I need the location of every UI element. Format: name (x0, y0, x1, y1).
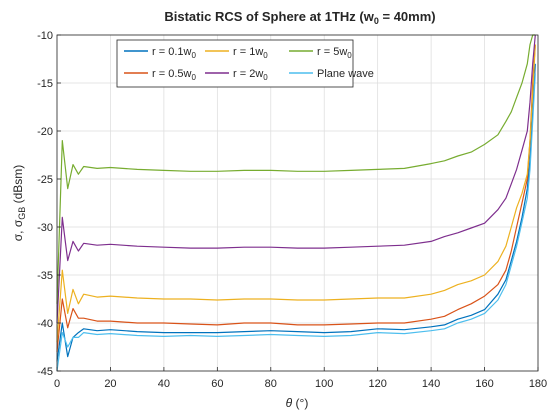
series-lines (56, 34, 536, 372)
x-axis-label: θ (°) (286, 396, 309, 410)
x-tick-label: 100 (315, 378, 333, 390)
series-line-1 (56, 44, 536, 352)
legend-entry-0: r = 0.1w0 (124, 46, 196, 60)
axis-ticks: 0 20 40 60 80 100 120 140 160 180 -10 -15 -20 -25 -30 -… (37, 30, 547, 390)
legend-entry-4: r = 5w0 (289, 46, 352, 60)
legend-box (116, 39, 354, 88)
plot-area (57, 35, 538, 371)
legend-entry-5: Plane wave (289, 68, 374, 80)
y-tick-label: -35 (37, 270, 53, 282)
series-line-4 (56, 34, 536, 304)
series-line-2 (56, 44, 536, 343)
legend-label: r = 0.1w0 (152, 46, 196, 60)
x-tick-label: 160 (475, 378, 493, 390)
y-tick-label: -10 (37, 30, 53, 42)
legend-label: r = 0.5w0 (152, 68, 196, 82)
x-tick-label: 140 (422, 378, 440, 390)
legend-entry-1: r = 0.5w0 (124, 68, 196, 82)
x-tick-label: 60 (211, 378, 223, 390)
y-tick-label: -25 (37, 174, 53, 186)
x-tick-label: 180 (529, 378, 547, 390)
x-tick-label: 80 (265, 378, 277, 390)
legend-entry-3: r = 2w0 (205, 68, 268, 82)
y-tick-label: -30 (37, 222, 53, 234)
series-line-3 (56, 34, 536, 324)
y-tick-label: -40 (37, 318, 53, 330)
plot-frame (56, 34, 539, 372)
y-tick-label: -45 (37, 366, 53, 378)
legend-label: r = 1w0 (233, 46, 268, 60)
legend-label: Plane wave (317, 68, 374, 80)
legend: r = 0.1w0 r = 1w0 r = 5w0 r = 0.5w0 r = 2w0 P… (116, 39, 374, 88)
series-line-5 (56, 73, 536, 372)
y-tick-label: -20 (37, 126, 53, 138)
y-tick-label: -15 (37, 78, 53, 90)
y-axis-label: σ, σGB (dBsm) (11, 165, 27, 242)
x-tick-label: 40 (158, 378, 170, 390)
chart-title: Bistatic RCS of Sphere at 1THz (w0 = 40m… (164, 9, 435, 26)
legend-label: r = 2w0 (233, 68, 268, 82)
x-tick-label: 0 (54, 378, 60, 390)
series-line-0 (56, 63, 536, 362)
legend-label: r = 5w0 (317, 46, 352, 60)
legend-entry-2: r = 1w0 (205, 46, 268, 60)
x-tick-label: 120 (368, 378, 386, 390)
x-tick-label: 20 (104, 378, 116, 390)
